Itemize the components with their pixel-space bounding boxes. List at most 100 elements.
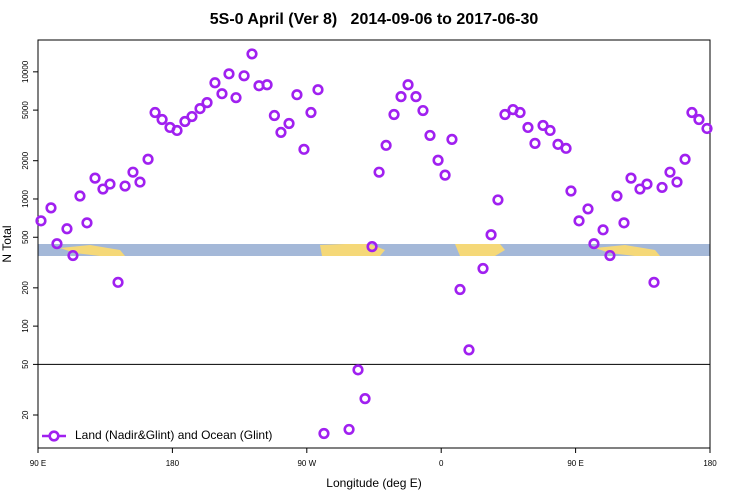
point [67, 249, 79, 262]
y-tick-label: 200 [21, 281, 30, 295]
point [312, 84, 324, 96]
point [514, 106, 526, 119]
point [261, 79, 273, 91]
legend-marker [48, 430, 60, 442]
point [544, 124, 556, 137]
point [149, 106, 161, 119]
x-axis-label: Longitude (deg E) [326, 476, 421, 490]
point [679, 153, 691, 165]
point [352, 364, 364, 376]
point [522, 121, 534, 134]
point [97, 183, 109, 195]
point [582, 203, 594, 215]
y-tick-label: 1000 [21, 190, 30, 208]
point [693, 113, 705, 126]
point [446, 133, 458, 145]
point [388, 108, 400, 121]
point [604, 249, 616, 262]
y-tick-label: 2000 [21, 151, 30, 169]
point [171, 124, 183, 137]
point [417, 104, 429, 117]
point [186, 110, 198, 123]
point [142, 153, 154, 165]
point [597, 224, 609, 236]
point [395, 91, 407, 103]
point [89, 172, 101, 184]
point [156, 113, 168, 126]
point [424, 129, 436, 142]
point [373, 166, 385, 178]
point [104, 178, 116, 190]
point [701, 122, 713, 135]
point [432, 154, 444, 166]
x-tick-label: 180 [703, 459, 717, 468]
point [477, 262, 489, 275]
point [625, 172, 637, 184]
y-tick-label: 500 [21, 230, 30, 244]
point [179, 115, 191, 128]
y-tick-label: 10000 [21, 60, 30, 83]
plot-frame [37, 39, 711, 449]
point [283, 117, 295, 130]
y-axis-label: N Total [0, 225, 14, 262]
point [454, 283, 466, 296]
point [81, 217, 93, 229]
point [112, 276, 124, 288]
point [35, 215, 47, 227]
point [45, 202, 57, 214]
point [492, 194, 504, 206]
point [648, 276, 660, 288]
point [194, 102, 206, 115]
point [230, 92, 242, 104]
x-tick-label: 180 [166, 459, 180, 468]
x-tick-label: 90 W [297, 459, 316, 468]
point [537, 119, 549, 132]
point [61, 223, 73, 235]
point [201, 97, 213, 109]
land [455, 244, 505, 256]
point [573, 215, 585, 227]
point [588, 238, 600, 250]
y-tick-label: 100 [21, 319, 30, 333]
y-tick-label: 5000 [21, 101, 30, 119]
x-tick-label: 90 E [30, 459, 46, 468]
point [119, 180, 131, 192]
point [463, 344, 475, 356]
point [134, 176, 146, 188]
legend-label: Land (Nadir&Glint) and Ocean (Glint) [75, 428, 272, 442]
point [618, 217, 630, 229]
point [298, 143, 310, 155]
point [223, 68, 235, 80]
y-tick-label: 20 [21, 410, 30, 419]
point [686, 106, 698, 119]
point [611, 190, 623, 202]
point [51, 238, 63, 250]
point [485, 229, 497, 241]
point [560, 142, 572, 154]
point [216, 88, 228, 100]
point [366, 241, 378, 253]
point [529, 137, 541, 149]
point [499, 108, 511, 121]
point [238, 70, 250, 82]
point [565, 185, 577, 197]
point [402, 79, 414, 91]
point [127, 166, 139, 178]
y-tick-label: 50 [21, 359, 30, 368]
x-tick-label: 90 E [567, 459, 583, 468]
point [634, 183, 646, 195]
point [209, 77, 221, 89]
point [380, 139, 392, 151]
point [268, 109, 280, 122]
point [74, 190, 86, 202]
point [275, 126, 287, 139]
land [60, 245, 125, 256]
point [318, 427, 330, 440]
point [305, 106, 317, 119]
x-tick-label: 0 [439, 459, 444, 468]
point [359, 393, 371, 405]
land [595, 245, 660, 256]
point [291, 89, 303, 101]
point [656, 181, 668, 194]
